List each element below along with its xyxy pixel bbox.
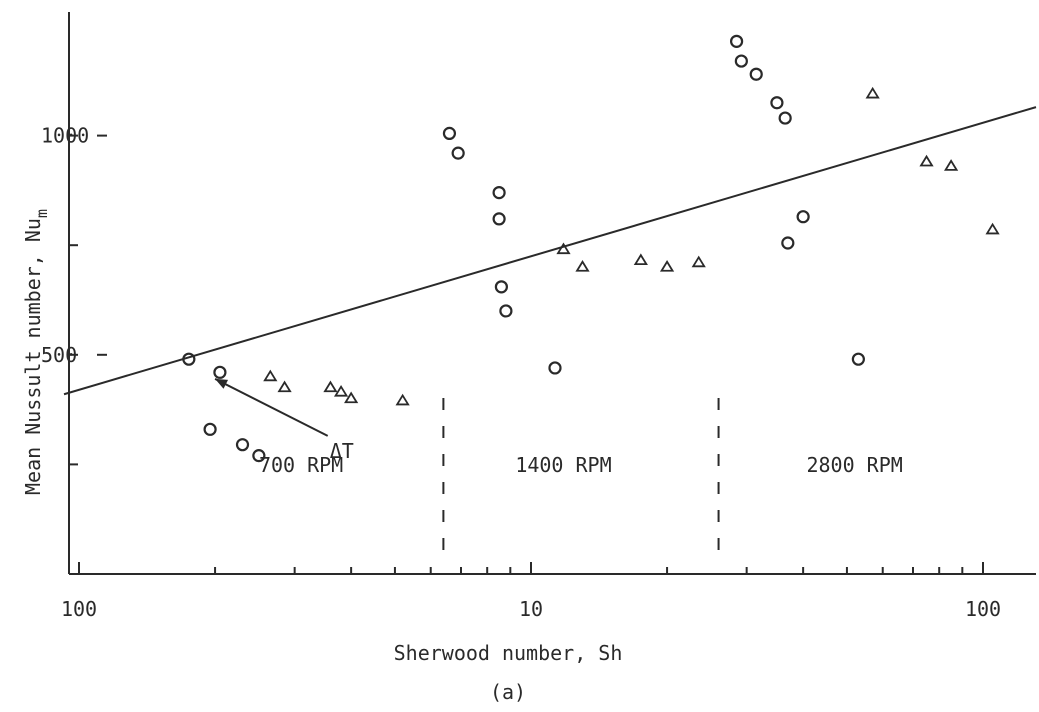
triangle-point (985, 222, 1000, 235)
circle-point (492, 212, 506, 226)
fit-line-group (63, 106, 1037, 396)
y-axis-label: Mean Nussult number, Num (21, 209, 51, 495)
region-label: 2800 RPM (806, 453, 902, 477)
annotation-arrowhead (215, 378, 229, 389)
triangle-point (277, 380, 292, 393)
region-dividers: 700 RPM 1400 RPM 2800 RPM (259, 398, 903, 552)
y-axis-label-text: Mean Nussult number, Nu (21, 218, 45, 495)
circle-point (235, 438, 250, 452)
y-tick-label: 500 (41, 343, 77, 367)
triangle-point (323, 380, 338, 393)
figure-caption: (a) (490, 680, 526, 704)
triangle-point (395, 393, 410, 406)
circle-point (182, 352, 196, 366)
axes (68, 12, 1036, 575)
circle-point (492, 185, 506, 200)
y-axis-label-subscript: m (33, 209, 51, 218)
triangle-point (691, 255, 706, 268)
x-axis-label: Sherwood number, Sh (394, 641, 623, 665)
triangle-point (263, 369, 278, 382)
circle-point (851, 352, 865, 366)
region-label: 1400 RPM (515, 453, 611, 477)
circle-point (499, 304, 513, 318)
triangle-point (865, 86, 880, 99)
circle-point (770, 96, 784, 110)
annotation-arrow-line (214, 378, 329, 437)
circle-point (213, 365, 227, 379)
circle-point (494, 280, 508, 294)
region-label: 700 RPM (259, 453, 343, 477)
triangle-point (575, 259, 590, 272)
circle-point (548, 361, 562, 375)
circle-point (252, 449, 266, 463)
triangle-point (659, 259, 675, 272)
circle-point (778, 111, 792, 125)
circle-point (734, 54, 748, 68)
triangle-point (943, 159, 959, 171)
triangle-point (919, 154, 934, 167)
circle-point (203, 422, 217, 436)
x-tick-label: 100 (965, 597, 1001, 621)
circle-point (729, 34, 744, 48)
triangle-point (344, 391, 359, 404)
circle-point (451, 146, 465, 160)
circle-point (781, 236, 795, 250)
triangle-point (556, 242, 571, 255)
x-tick-label: 10 (519, 597, 543, 621)
circle-point (749, 67, 763, 81)
circle-point (796, 210, 810, 224)
y-tick-label: 1000 (41, 124, 89, 148)
ticks: 100 10 100 500 1000 (41, 124, 1001, 621)
triangle-point (333, 384, 349, 397)
chart-labels: Mean Nussult number, Num Sherwood number… (21, 209, 622, 704)
fit-line (63, 106, 1037, 396)
triangle-point (633, 253, 648, 266)
data-points (182, 34, 1000, 463)
x-tick-label: 100 (61, 597, 97, 621)
circle-point (442, 126, 457, 141)
annotation-label: ΔT (330, 439, 354, 463)
annotation-group: ΔT (214, 378, 354, 463)
